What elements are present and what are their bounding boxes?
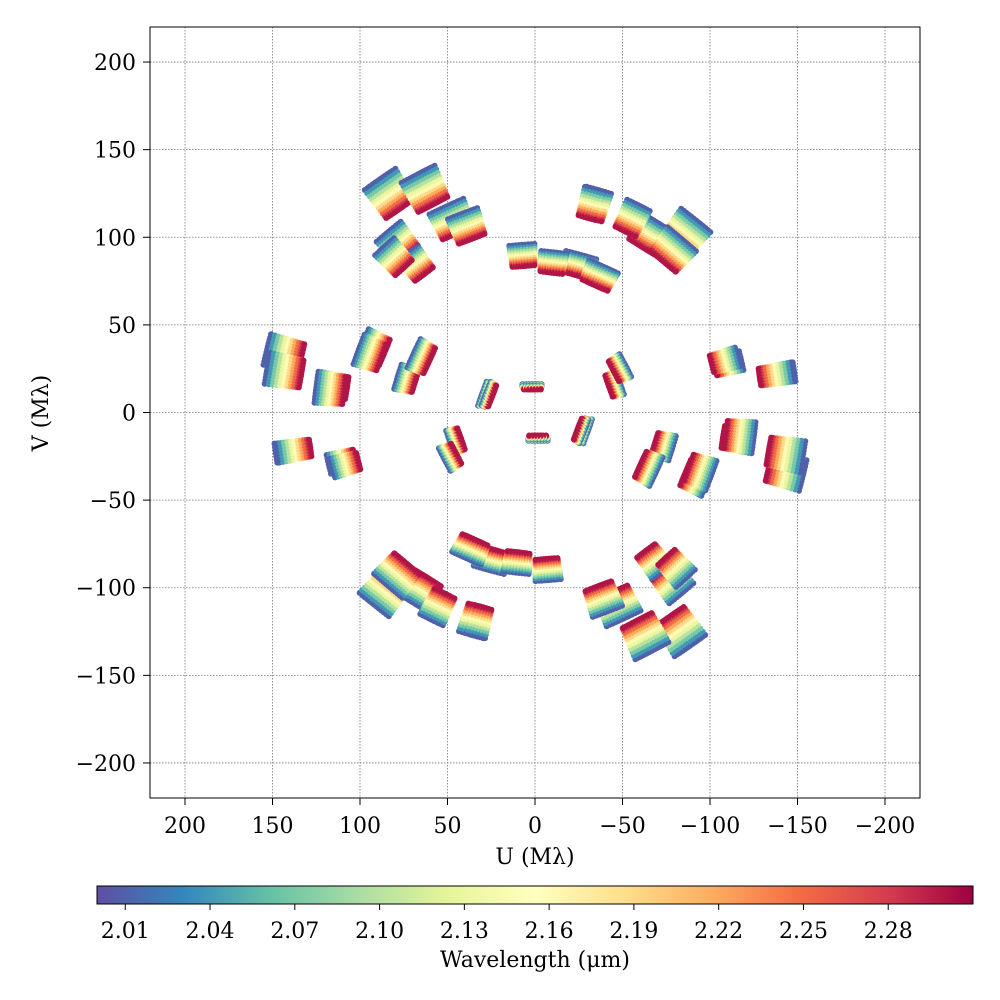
- data-points: [260, 162, 810, 663]
- uv-point: [531, 262, 538, 269]
- uv-point: [762, 477, 769, 484]
- uv-point: [429, 264, 436, 271]
- uv-point: [301, 341, 308, 348]
- uv-point: [532, 556, 539, 563]
- grid: [150, 27, 920, 798]
- uv-point: [465, 600, 472, 607]
- uv-point: [634, 554, 641, 561]
- uv-point: [598, 218, 605, 225]
